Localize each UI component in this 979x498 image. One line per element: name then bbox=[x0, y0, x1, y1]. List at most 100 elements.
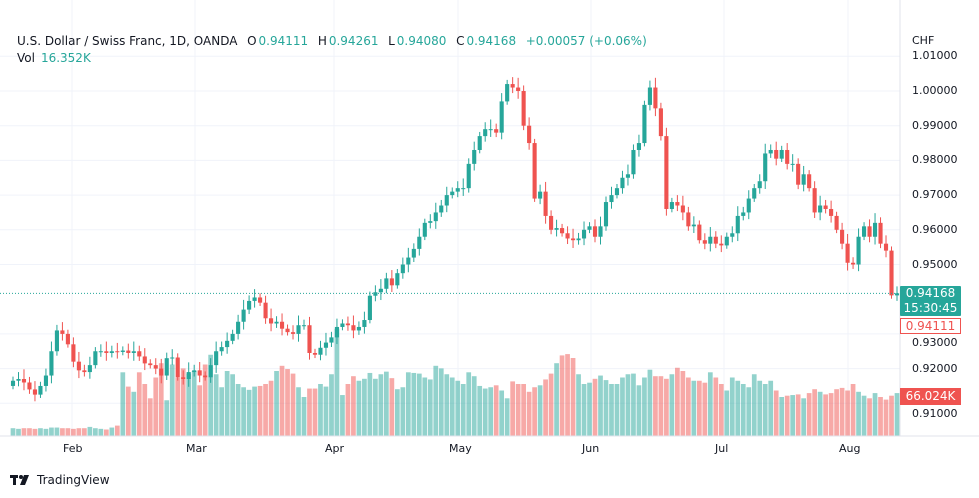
candle-down bbox=[312, 352, 318, 355]
volume-bar bbox=[131, 391, 137, 436]
volume-bar bbox=[636, 385, 642, 436]
candle-down bbox=[653, 87, 658, 109]
candle-up bbox=[472, 149, 477, 164]
candle-up bbox=[647, 87, 652, 105]
volume-bar bbox=[153, 377, 159, 436]
candle-up bbox=[367, 295, 372, 321]
candle-down bbox=[494, 129, 499, 133]
candle-down bbox=[142, 356, 147, 364]
candle-down bbox=[345, 323, 350, 326]
candle-up bbox=[208, 365, 213, 378]
candle-up bbox=[477, 136, 482, 150]
candle-up bbox=[131, 351, 136, 353]
volume-bar bbox=[158, 363, 164, 436]
candle-down bbox=[840, 229, 845, 244]
volume-bar bbox=[724, 390, 730, 436]
candle-up bbox=[763, 153, 768, 182]
candle-down bbox=[290, 332, 296, 334]
candle-down bbox=[878, 222, 883, 244]
volume-bar bbox=[746, 387, 752, 436]
candle-down bbox=[60, 330, 65, 334]
volume-bar bbox=[894, 393, 900, 436]
volume-bar bbox=[806, 393, 812, 436]
candle-up bbox=[730, 233, 735, 237]
volume-bar bbox=[609, 384, 614, 436]
candle-up bbox=[43, 375, 49, 386]
bar-countdown: 15:30:45 bbox=[903, 301, 958, 315]
candle-up bbox=[768, 149, 773, 154]
volume-bar bbox=[872, 393, 878, 436]
volume-bar bbox=[169, 364, 175, 436]
brand-name: TradingView bbox=[37, 473, 110, 487]
candle-up bbox=[411, 248, 416, 258]
volume-bar bbox=[60, 428, 65, 436]
high-value: 0.94261 bbox=[328, 34, 379, 48]
candle-down bbox=[796, 163, 801, 185]
candle-up bbox=[236, 321, 241, 334]
candle-down bbox=[889, 250, 894, 296]
volume-bar bbox=[164, 400, 170, 436]
candle-down bbox=[516, 87, 521, 91]
time-tick: Aug bbox=[839, 442, 861, 455]
candle-down bbox=[851, 262, 856, 265]
candle-down bbox=[32, 389, 38, 395]
volume-bar bbox=[642, 377, 647, 436]
volume-bar bbox=[784, 395, 790, 436]
candle-up bbox=[329, 337, 334, 343]
volume-bar bbox=[268, 380, 274, 436]
candle-down bbox=[258, 297, 263, 303]
volume-bar bbox=[757, 380, 763, 436]
candle-up bbox=[801, 174, 806, 185]
time-tick: Feb bbox=[63, 442, 83, 455]
candle-down bbox=[153, 365, 158, 369]
candle-down bbox=[675, 202, 680, 206]
candle-up bbox=[400, 264, 405, 274]
candle-up bbox=[861, 226, 867, 237]
volume-bar bbox=[263, 384, 268, 436]
volume-bar bbox=[598, 375, 603, 436]
candle-down bbox=[713, 236, 718, 244]
symbol-title: U.S. Dollar / Swiss Franc, 1D, OANDA bbox=[17, 34, 238, 48]
volume-bar bbox=[147, 398, 153, 436]
price-tick: 0.97000 bbox=[912, 188, 958, 202]
candle-down bbox=[351, 325, 356, 331]
volume-bar bbox=[817, 391, 823, 436]
volume-bar bbox=[713, 377, 719, 436]
price-tick: 0.96000 bbox=[912, 222, 958, 236]
price-tick: 0.92000 bbox=[912, 361, 958, 375]
candle-up bbox=[450, 191, 455, 196]
volume-bar bbox=[444, 374, 450, 436]
tradingview-logo[interactable]: TradingView bbox=[10, 473, 110, 487]
candle-down bbox=[175, 357, 180, 378]
volume-bar bbox=[103, 429, 109, 436]
volume-bar bbox=[230, 374, 235, 436]
price-tick: 0.93000 bbox=[912, 336, 958, 349]
volume-bar bbox=[477, 385, 483, 436]
candle-up bbox=[170, 357, 175, 359]
volume-bar bbox=[136, 372, 142, 436]
volume-bar bbox=[499, 390, 505, 436]
volume-bar bbox=[307, 388, 312, 436]
candle-down bbox=[565, 233, 570, 239]
tradingview-logo-icon bbox=[10, 475, 29, 485]
volume-bar bbox=[669, 374, 675, 436]
volume-bar bbox=[296, 387, 301, 436]
candle-up bbox=[461, 188, 466, 190]
volume-bar bbox=[32, 428, 38, 436]
volume-bars bbox=[10, 328, 900, 436]
volume-bar bbox=[504, 398, 510, 436]
price-tick: 1.00000 bbox=[912, 84, 958, 97]
candle-up bbox=[417, 236, 422, 249]
volume-bar bbox=[565, 354, 570, 436]
volume-bar bbox=[740, 384, 746, 436]
volume-bar bbox=[466, 372, 472, 436]
candle-up bbox=[587, 226, 592, 230]
volume-bar bbox=[625, 374, 631, 436]
candle-up bbox=[433, 212, 438, 222]
volume-bar bbox=[65, 428, 71, 436]
volume-bar bbox=[71, 428, 76, 436]
volume-bar bbox=[416, 373, 422, 436]
volume-bar bbox=[329, 374, 334, 436]
candle-up bbox=[620, 177, 625, 189]
